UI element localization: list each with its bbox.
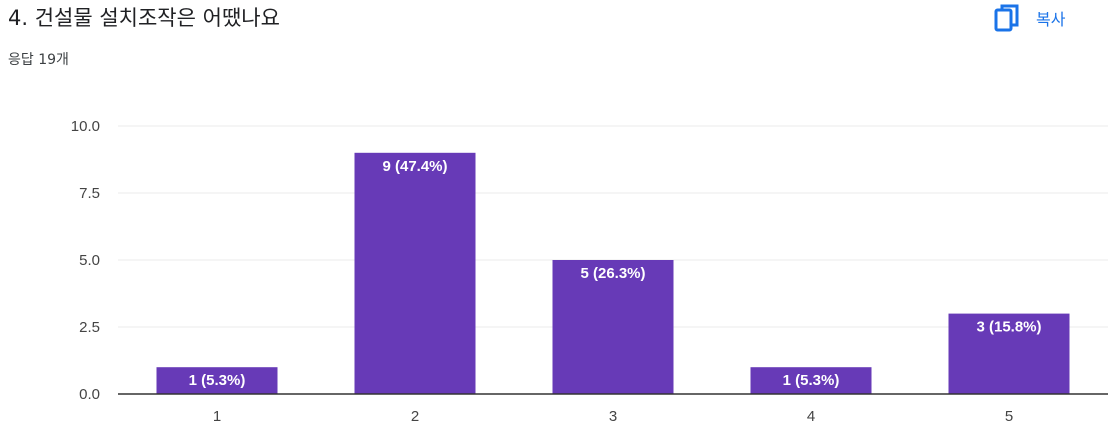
y-tick-label: 0.0 xyxy=(79,386,100,403)
bar xyxy=(948,313,1070,394)
bar-data-label: 3 (15.8%) xyxy=(976,319,1041,336)
x-tick-label: 3 xyxy=(609,408,617,425)
x-tick-label: 1 xyxy=(213,408,221,425)
copy-label[interactable]: 복사 xyxy=(1036,10,1066,29)
copy-icon[interactable] xyxy=(992,0,1022,36)
bar-data-label: 1 (5.3%) xyxy=(783,372,840,389)
x-tick-label: 2 xyxy=(411,408,419,425)
y-tick-label: 2.5 xyxy=(79,319,100,336)
bar-data-label: 9 (47.4%) xyxy=(382,158,447,175)
bar xyxy=(552,260,674,394)
copy-button[interactable]: 복사 xyxy=(992,0,1092,36)
bar xyxy=(354,152,476,394)
y-tick-label: 7.5 xyxy=(79,185,100,202)
bar-data-label: 1 (5.3%) xyxy=(189,372,246,389)
bar xyxy=(750,367,872,394)
x-tick-label: 4 xyxy=(807,408,815,425)
bar-data-label: 5 (26.3%) xyxy=(580,265,645,282)
question-title: 4. 건설물 설치조작은 어땠나요 xyxy=(8,6,280,30)
x-tick-label: 5 xyxy=(1005,408,1013,425)
y-tick-label: 10.0 xyxy=(71,118,100,135)
bar xyxy=(156,367,278,394)
y-tick-label: 5.0 xyxy=(79,252,100,269)
response-count: 응답 19개 xyxy=(8,52,69,68)
